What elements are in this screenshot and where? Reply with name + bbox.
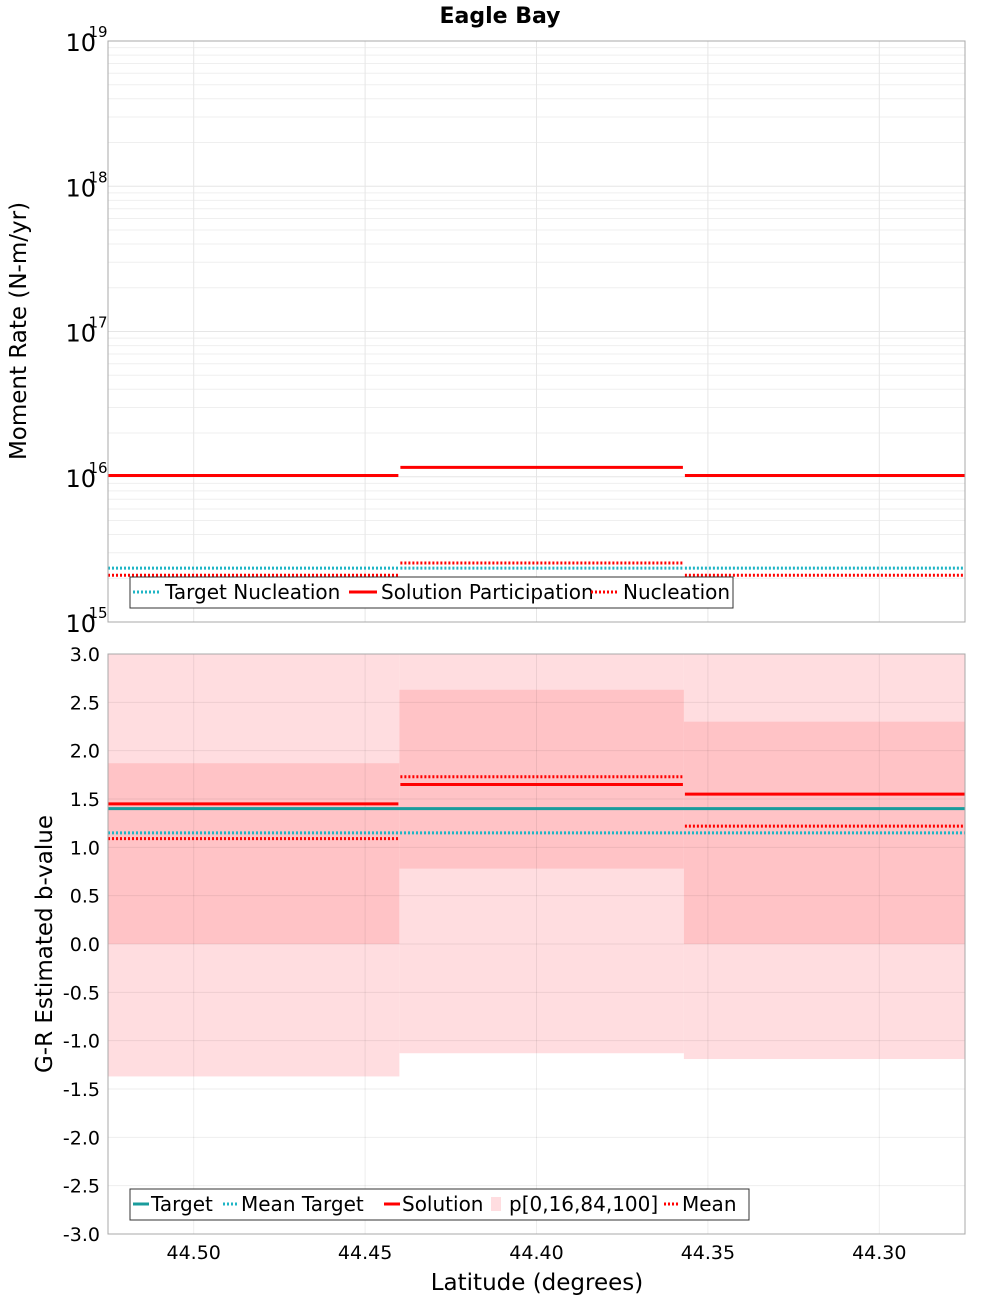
bottom-y-tick-label: 1.0 <box>70 837 100 859</box>
bottom-series <box>108 775 965 841</box>
bottom-y-tick-label: -2.5 <box>63 1176 100 1198</box>
bottom-legend-label: Solution <box>402 1192 483 1216</box>
top-legend-label: Nucleation <box>623 580 730 604</box>
top-y-tick-base: 10 <box>65 320 96 348</box>
bottom-plot-frame <box>107 653 966 1235</box>
bottom-legend-label: Target <box>150 1192 213 1216</box>
top-legend-box <box>129 576 734 609</box>
band-inner-p16-p84 <box>399 689 684 869</box>
top-legend: Target Nucleation Solution Participation N… <box>129 576 734 609</box>
band-inner-p16-p84 <box>108 763 400 944</box>
bottom-y-tick-label: -1.0 <box>63 1031 100 1053</box>
top-y-tick-exponent: 15 <box>88 604 107 622</box>
bottom-y-tick-label: 2.5 <box>70 692 100 714</box>
bottom-y-tick-label: -2.0 <box>63 1127 100 1149</box>
top-y-tick-exponent: 19 <box>88 23 107 41</box>
bottom-legend-label: Mean Target <box>241 1192 364 1216</box>
bottom-y-label: G-R Estimated b-value <box>32 815 58 1073</box>
top-y-tick-base: 10 <box>65 465 96 493</box>
bottom-legend-label: Mean <box>682 1192 737 1216</box>
bottom-y-tick-label: 0.0 <box>70 934 100 956</box>
top-legend-label: Solution Participation <box>381 580 594 604</box>
x-tick-label: 44.30 <box>852 1242 906 1264</box>
top-y-tick-base: 10 <box>65 29 96 57</box>
bottom-bands <box>108 654 965 1077</box>
top-legend-label: Target Nucleation <box>164 580 340 604</box>
top-series <box>108 465 965 577</box>
chart-title: Eagle Bay <box>439 4 560 29</box>
top-y-tick-base: 10 <box>65 174 96 202</box>
top-plot-frame <box>107 40 966 623</box>
bottom-y-tick-label: 0.5 <box>70 886 100 908</box>
bottom-legend-label: p[0,16,84,100] <box>509 1192 658 1216</box>
x-tick-label: 44.35 <box>681 1242 735 1264</box>
top-y-tick-exponent: 17 <box>88 314 107 332</box>
top-y-tick-base: 10 <box>65 610 96 638</box>
x-tick-label: 44.50 <box>166 1242 220 1264</box>
bottom-legend-band-swatch <box>491 1197 501 1211</box>
bottom-y-ticks: -3.0 -2.5 -2.0 -1.5 -1.0 -0.5 0.0 0.5 1.0 1.5 2.0 2… <box>63 644 100 1246</box>
bottom-panel: -3.0 -2.5 -2.0 -1.5 -1.0 -0.5 0.0 0.5 1.0 1.5 2.0 2… <box>32 644 966 1296</box>
x-tick-label: 44.40 <box>509 1242 563 1264</box>
bottom-legend-box <box>129 1188 750 1221</box>
bottom-legend: Target Mean Target Solution p[0,16,84,100] M… <box>129 1188 750 1221</box>
bottom-y-tick-label: 1.5 <box>70 789 100 811</box>
top-y-tick-exponent: 16 <box>88 459 107 477</box>
bottom-y-tick-label: 2.0 <box>70 741 100 763</box>
bottom-y-tick-label: -3.0 <box>63 1224 100 1246</box>
bottom-y-tick-label: -0.5 <box>63 982 100 1004</box>
bottom-y-tick-label: 3.0 <box>70 644 100 666</box>
top-y-tick-exponent: 18 <box>88 168 107 186</box>
top-grid <box>108 40 965 623</box>
x-axis-label: Latitude (degrees) <box>431 1270 644 1296</box>
top-y-label: Moment Rate (N-m/yr) <box>6 202 32 460</box>
bottom-x-ticks: 44.50 44.45 44.40 44.35 44.30 <box>166 1242 906 1264</box>
bottom-y-tick-label: -1.5 <box>63 1079 100 1101</box>
x-tick-label: 44.45 <box>338 1242 392 1264</box>
